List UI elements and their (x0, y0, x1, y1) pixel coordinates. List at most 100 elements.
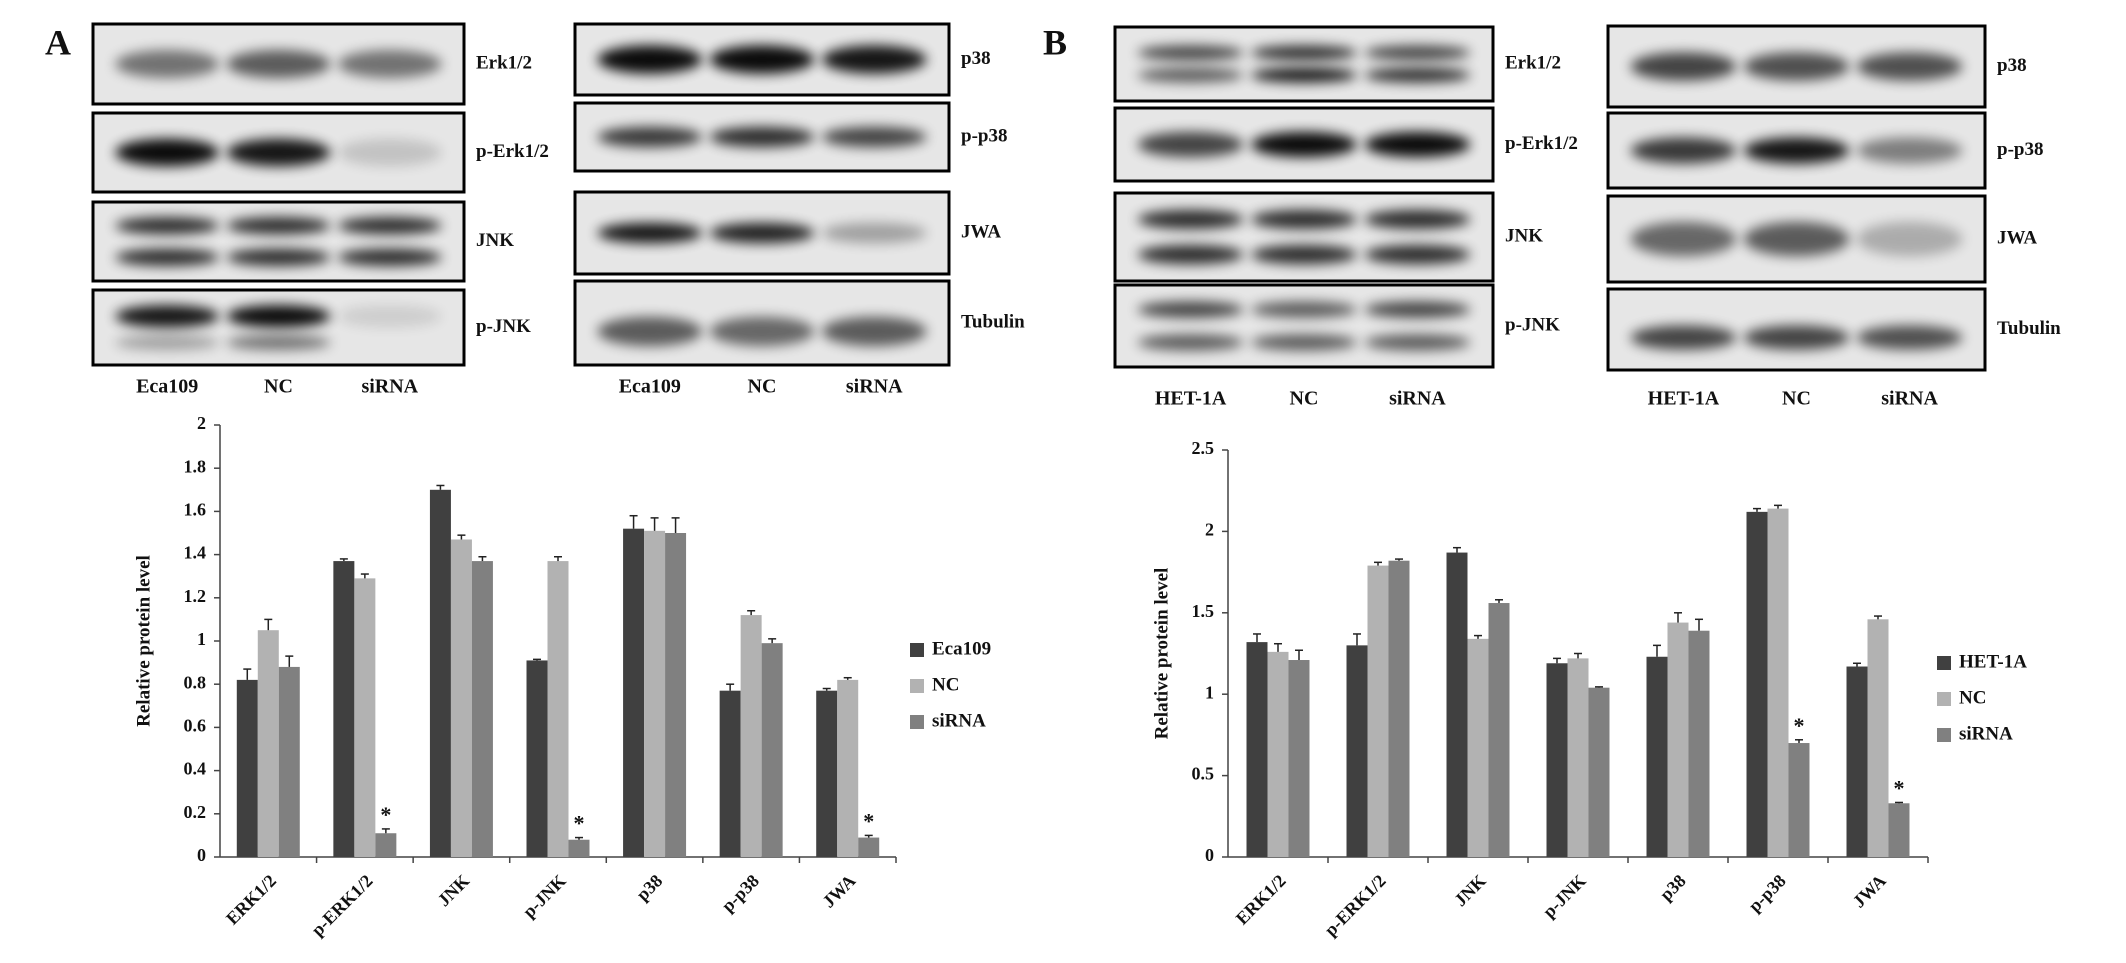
blot-band (115, 50, 220, 78)
bar (1846, 666, 1868, 857)
error-bar (1353, 633, 1361, 646)
error-bar (243, 668, 252, 680)
legend-swatch (1937, 692, 1951, 706)
blot-band (1743, 137, 1850, 164)
blot-band (1251, 131, 1357, 158)
error-bar (1795, 739, 1803, 744)
error-bar (1295, 649, 1303, 661)
blot-band (709, 126, 815, 148)
bar (1567, 658, 1589, 857)
blot-band (1856, 137, 1963, 164)
error-bar (1553, 657, 1561, 664)
bar (858, 837, 880, 857)
blot-lane-label: siRNA (846, 376, 903, 398)
blot-band (1137, 131, 1244, 158)
bar (526, 660, 548, 857)
blot-band (597, 316, 703, 347)
blot-frame (1113, 191, 1495, 283)
blot-band (226, 248, 331, 266)
error-bar (1495, 599, 1503, 604)
y-tick-label: 0.8 (184, 672, 207, 692)
error-bar (264, 618, 273, 631)
blot-band (1364, 67, 1471, 83)
blot-lane-label: NC (748, 376, 777, 398)
error-bar (478, 556, 487, 562)
bar (1867, 619, 1889, 857)
blot-band (1251, 334, 1357, 351)
blot-row-label: p-Erk1/2 (1505, 133, 1578, 154)
blot-lane-label: NC (1290, 388, 1319, 410)
legend-label: Eca109 (932, 638, 991, 659)
blot-frame (91, 200, 466, 283)
significance-marker: * (574, 811, 585, 836)
error-bar (1774, 504, 1782, 509)
error-bar (726, 683, 735, 691)
y-tick-label: 0.6 (184, 716, 207, 736)
x-tick-label: p38 (632, 871, 666, 905)
error-bar (864, 834, 873, 838)
blot-band (1137, 45, 1244, 61)
y-tick-label: 1 (1205, 682, 1214, 702)
y-tick-label: 0 (1205, 845, 1214, 865)
x-tick-label: p-JNK (1539, 871, 1590, 922)
blot-band (1251, 209, 1357, 230)
blot-lane-label: Eca109 (136, 376, 198, 398)
y-tick-label: 0.2 (184, 802, 207, 822)
error-bar (339, 558, 348, 562)
blot-band (1856, 325, 1963, 350)
error-bar (843, 676, 852, 680)
significance-marker: * (1894, 776, 1905, 801)
blot-row-label: p-JNK (1505, 314, 1560, 335)
blot-band (1364, 209, 1471, 230)
y-tick-label: 1.8 (184, 456, 207, 476)
y-tick-label: 2.5 (1192, 438, 1215, 458)
error-bar (1274, 642, 1282, 652)
error-bar (1395, 558, 1403, 561)
blot-band (115, 138, 220, 167)
blot-background (1115, 285, 1493, 367)
blot-band (709, 316, 815, 347)
bar (719, 690, 741, 857)
blot-band (821, 222, 927, 244)
blot-band (337, 50, 442, 78)
blot-band (337, 305, 442, 328)
y-tick-label: 0.5 (1192, 764, 1215, 784)
bar (333, 561, 355, 857)
x-tick-label: p-ERK1/2 (1320, 871, 1389, 940)
error-bar (1853, 662, 1861, 667)
blot-band (1630, 52, 1737, 81)
bar (761, 643, 783, 857)
bar (1588, 687, 1610, 857)
blot-lane-label: NC (264, 376, 293, 398)
blot-band (115, 248, 220, 266)
blot-background (93, 202, 464, 281)
blot-band (1137, 301, 1244, 318)
error-bar (1674, 612, 1682, 623)
blot-band (1251, 301, 1357, 318)
blot-lane-label: siRNA (1389, 388, 1446, 410)
blot-band (1364, 244, 1471, 265)
y-tick-label: 1.2 (184, 586, 207, 606)
blot-band (1743, 221, 1850, 257)
blot-frame (1113, 283, 1495, 369)
blot-row-label: Erk1/2 (476, 52, 532, 73)
bar (1488, 603, 1510, 857)
x-tick-label: p-JNK (519, 871, 570, 922)
y-tick-label: 2 (1205, 520, 1214, 540)
significance-marker: * (1794, 713, 1805, 738)
bar (1646, 656, 1668, 857)
error-bar (360, 573, 369, 579)
bar (1888, 803, 1910, 857)
error-bar (381, 828, 390, 834)
bar (375, 833, 397, 857)
error-bar (457, 534, 466, 540)
blot-frame (91, 22, 466, 106)
bar (665, 533, 687, 857)
legend-swatch (910, 643, 924, 657)
bar (278, 666, 300, 857)
blot-frame (573, 22, 951, 97)
bar (1746, 511, 1768, 857)
legend-label: NC (932, 674, 959, 695)
error-bar (1474, 634, 1482, 639)
